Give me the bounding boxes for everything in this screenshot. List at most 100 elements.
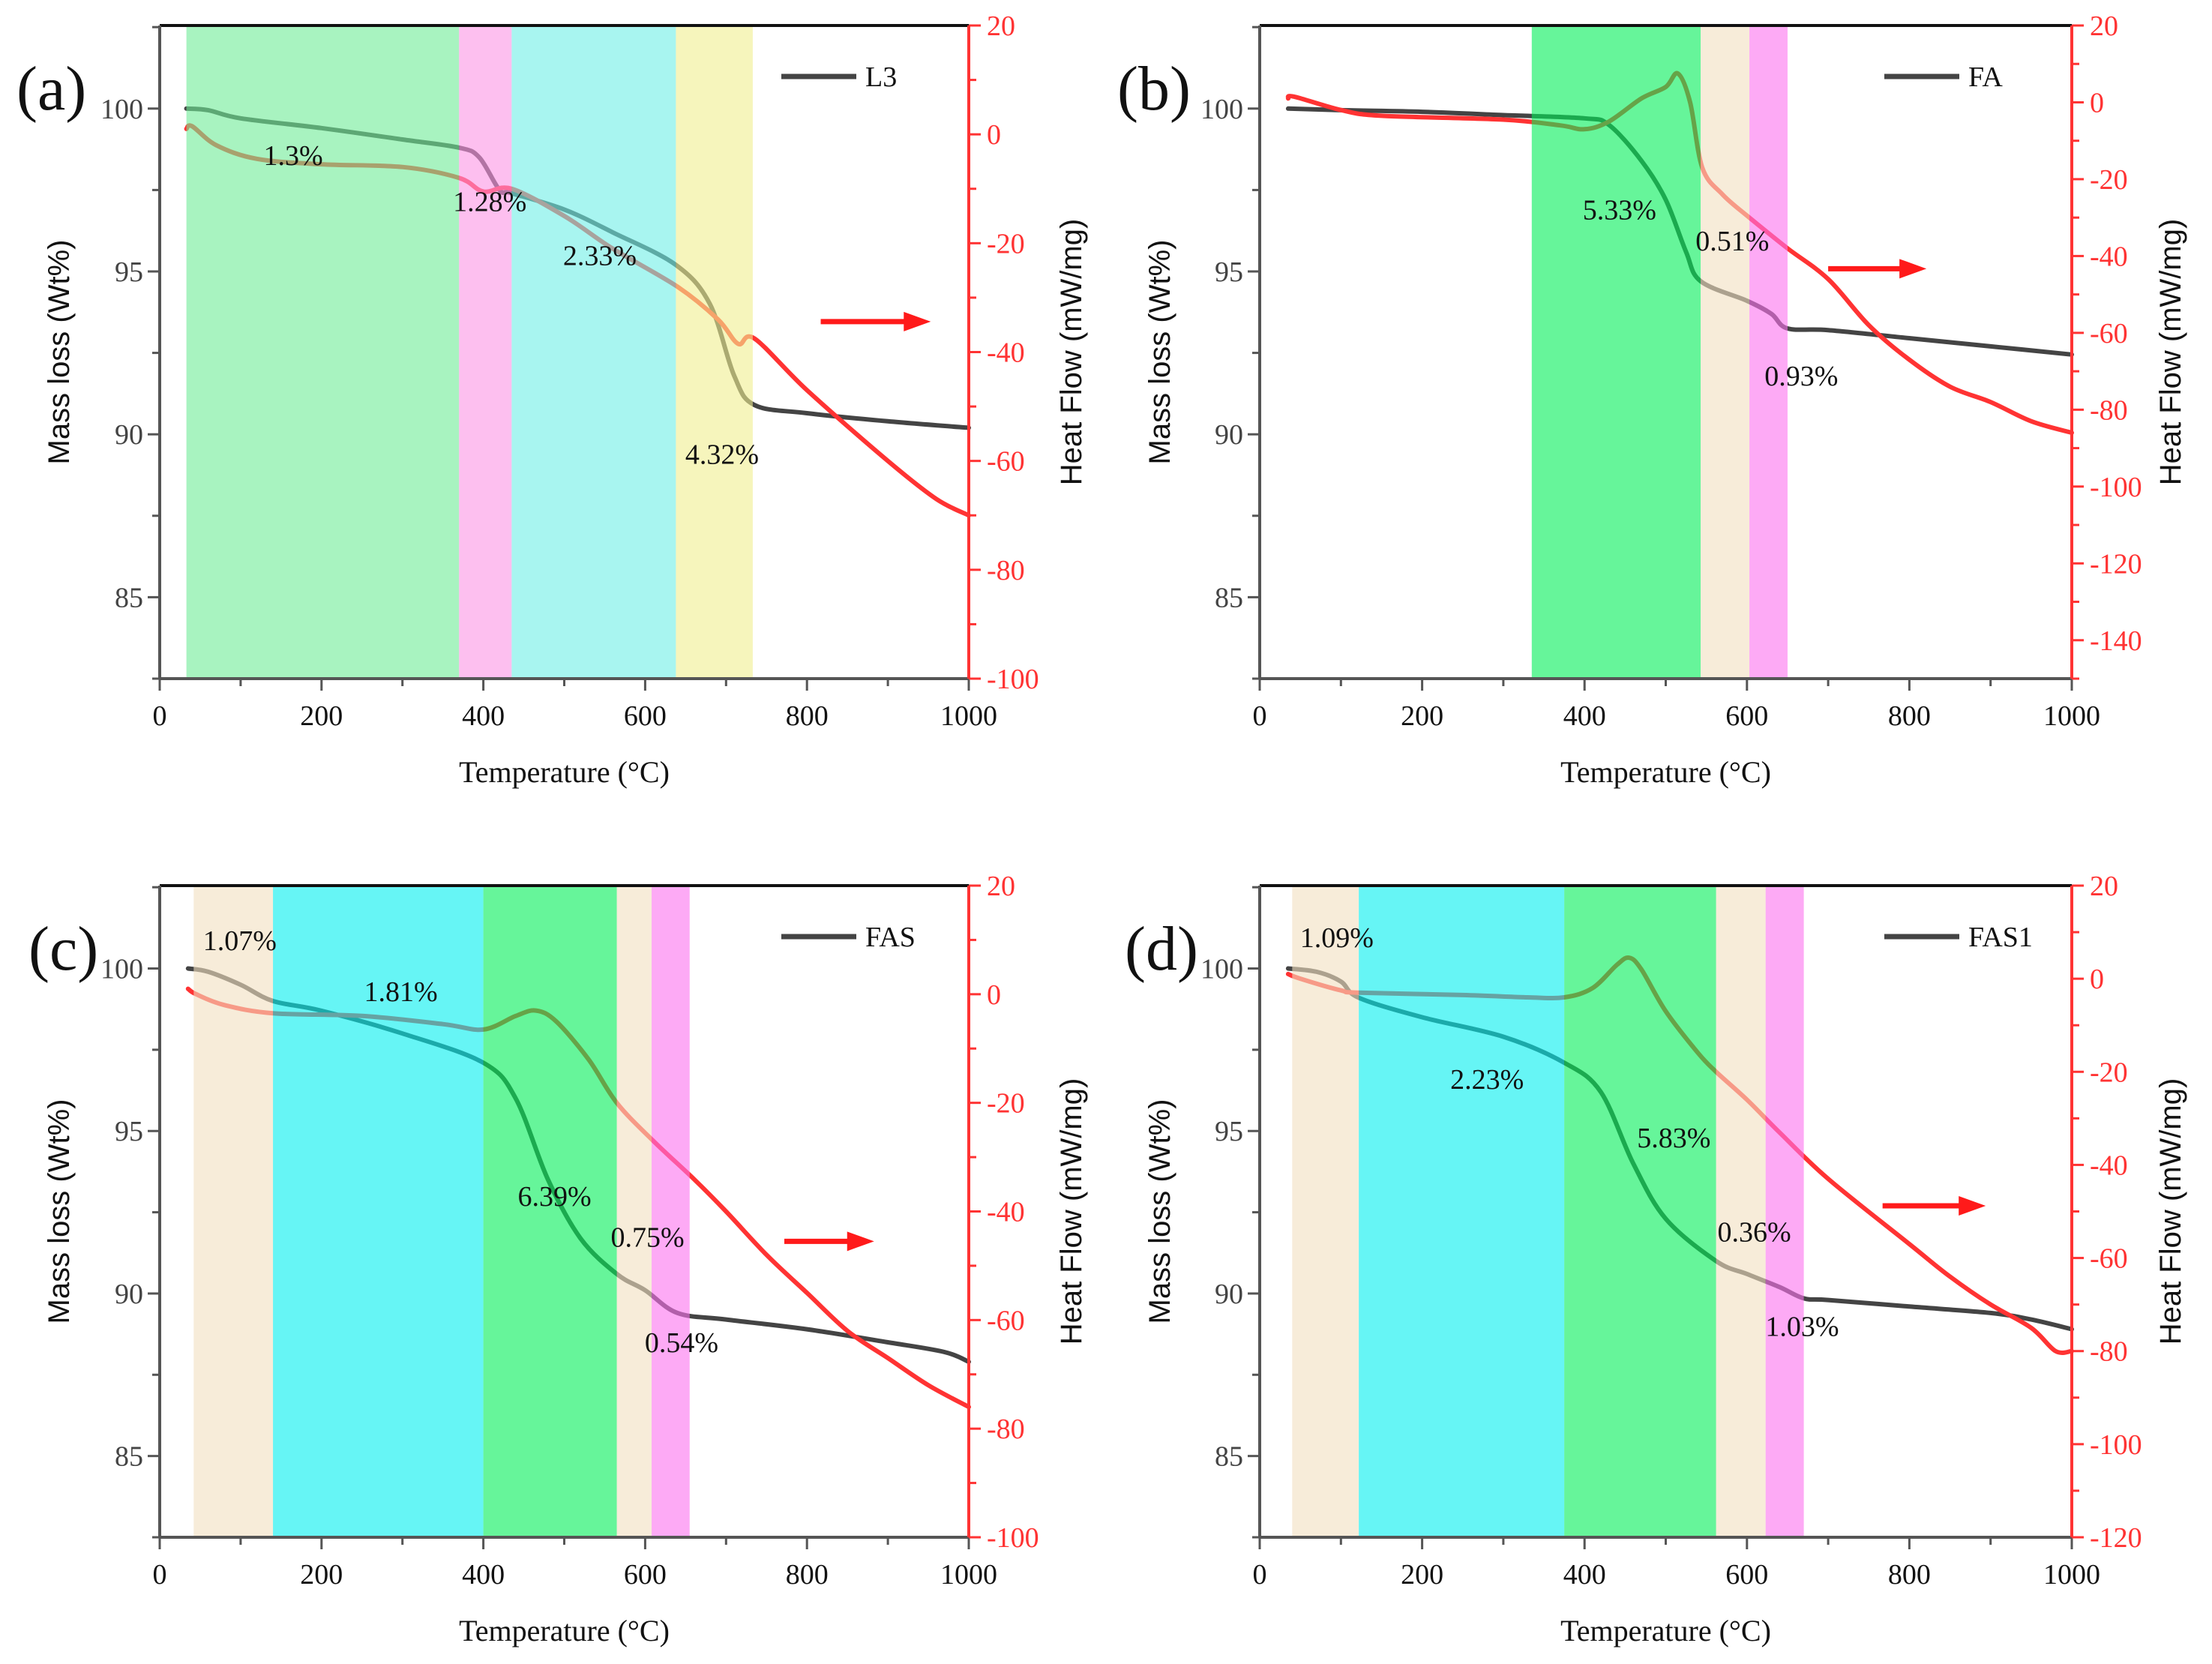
x-tick-label: 400 bbox=[462, 700, 505, 732]
mass-loss-annotation: 0.93% bbox=[1764, 361, 1838, 392]
mass-loss-annotation: 5.33% bbox=[1583, 194, 1656, 226]
shaded-region bbox=[1701, 25, 1750, 679]
y2-tick-label: 0 bbox=[2090, 964, 2104, 995]
x-tick-label: 0 bbox=[153, 700, 167, 732]
y2-tick-label: -40 bbox=[2090, 1150, 2128, 1181]
legend-label: FAS bbox=[865, 922, 916, 953]
x-tick-label: 800 bbox=[1888, 1559, 1931, 1591]
shaded-region bbox=[676, 25, 753, 679]
x-tick-label: 1000 bbox=[2043, 700, 2100, 732]
x-axis-title: Temperature (°C) bbox=[459, 1614, 670, 1648]
x-tick-label: 0 bbox=[153, 1559, 167, 1591]
y-tick-label: 100 bbox=[1200, 954, 1243, 985]
shaded-region bbox=[459, 25, 512, 679]
shaded-region bbox=[1716, 886, 1766, 1537]
y2-axis-title: Heat Flow (mW/mg) bbox=[2154, 1078, 2187, 1345]
arrow-right-icon bbox=[904, 311, 931, 331]
y-tick-label: 100 bbox=[1200, 94, 1243, 125]
y2-tick-label: -20 bbox=[2090, 164, 2128, 196]
x-tick-label: 0 bbox=[1253, 700, 1267, 732]
y-tick-label: 95 bbox=[115, 1116, 143, 1147]
y2-tick-label: -120 bbox=[2090, 548, 2142, 580]
shaded-region bbox=[193, 886, 274, 1537]
y2-tick-label: 0 bbox=[987, 979, 1001, 1011]
arrow-right-icon bbox=[1899, 259, 1927, 279]
shaded-region bbox=[1749, 25, 1788, 679]
panel-d: 0 200 400 600 800 1000859095100200-20-40-60-8… bbox=[1125, 871, 2187, 1648]
y2-tick-label: -100 bbox=[987, 664, 1039, 695]
y2-tick-label: 20 bbox=[2090, 871, 2118, 902]
mass-loss-annotation: 1.03% bbox=[1765, 1311, 1839, 1342]
y-tick-label: 90 bbox=[1215, 1279, 1243, 1310]
y2-tick-label: -60 bbox=[2090, 1243, 2128, 1275]
y2-tick-label: 0 bbox=[2090, 87, 2104, 118]
shaded-region bbox=[616, 886, 652, 1537]
panel-c: 0 200 400 600 800 1000859095100200-20-40-60-8… bbox=[28, 871, 1088, 1648]
x-tick-label: 600 bbox=[1725, 1559, 1768, 1591]
mass-loss-annotation: 5.83% bbox=[1637, 1123, 1710, 1154]
y2-tick-label: -100 bbox=[2090, 472, 2142, 503]
x-tick-label: 600 bbox=[624, 700, 667, 732]
y-tick-label: 90 bbox=[115, 419, 143, 451]
y-tick-label: 100 bbox=[100, 94, 143, 125]
x-tick-label: 400 bbox=[1563, 700, 1606, 732]
x-tick-label: 800 bbox=[786, 1559, 829, 1591]
y2-tick-label: -60 bbox=[987, 446, 1025, 478]
y-axis-title: Mass loss (Wt%) bbox=[1143, 1099, 1176, 1324]
x-tick-label: 200 bbox=[1401, 1559, 1443, 1591]
y2-tick-label: -40 bbox=[987, 1197, 1025, 1228]
shaded-region bbox=[652, 886, 690, 1537]
x-tick-label: 800 bbox=[786, 700, 829, 732]
shaded-region bbox=[1359, 886, 1565, 1537]
panel-label: (c) bbox=[28, 914, 98, 984]
x-tick-label: 1000 bbox=[940, 1559, 997, 1591]
y2-tick-label: -60 bbox=[2090, 318, 2128, 349]
y-tick-label: 95 bbox=[115, 256, 143, 288]
shaded-region bbox=[1765, 886, 1804, 1537]
y2-tick-label: 20 bbox=[2090, 10, 2118, 42]
mass-loss-annotation: 1.28% bbox=[453, 187, 526, 218]
x-tick-label: 200 bbox=[1401, 700, 1443, 732]
legend-label: FAS1 bbox=[1968, 922, 2033, 953]
mass-loss-annotation: 2.23% bbox=[1450, 1064, 1524, 1096]
legend-label: L3 bbox=[865, 61, 897, 93]
x-axis-title: Temperature (°C) bbox=[459, 755, 670, 789]
x-tick-label: 200 bbox=[300, 1559, 343, 1591]
x-tick-label: 1000 bbox=[2043, 1559, 2100, 1591]
legend-label: FA bbox=[1968, 61, 2003, 93]
y2-tick-label: -140 bbox=[2090, 625, 2142, 657]
mass-loss-annotation: 0.54% bbox=[645, 1327, 718, 1359]
mass-loss-annotation: 1.07% bbox=[203, 925, 277, 957]
y2-tick-label: -60 bbox=[987, 1305, 1025, 1336]
arrow-right-icon bbox=[847, 1231, 874, 1252]
panel-b: 0 200 400 600 800 1000859095100200-20-40-60-8… bbox=[1117, 10, 2187, 789]
panel-label: (d) bbox=[1125, 914, 1198, 984]
y2-tick-label: -100 bbox=[2090, 1429, 2142, 1461]
y-tick-label: 85 bbox=[1215, 1441, 1243, 1473]
mass-loss-annotation: 0.75% bbox=[611, 1222, 685, 1254]
y2-tick-label: -40 bbox=[2090, 241, 2128, 272]
y2-tick-label: 0 bbox=[987, 119, 1001, 151]
y2-tick-label: -40 bbox=[987, 337, 1025, 369]
x-axis-title: Temperature (°C) bbox=[1560, 755, 1771, 789]
shaded-region bbox=[1292, 886, 1359, 1537]
x-axis-title: Temperature (°C) bbox=[1560, 1614, 1771, 1648]
x-tick-label: 800 bbox=[1888, 700, 1931, 732]
shaded-region bbox=[511, 25, 676, 679]
y2-tick-label: -80 bbox=[2090, 1336, 2128, 1368]
mass-loss-annotation: 1.81% bbox=[364, 976, 437, 1008]
mass-loss-annotation: 1.09% bbox=[1300, 922, 1374, 954]
y-tick-label: 85 bbox=[1215, 582, 1243, 613]
mass-loss-annotation: 0.36% bbox=[1717, 1217, 1791, 1249]
y2-tick-label: -80 bbox=[987, 1414, 1025, 1445]
mass-loss-annotation: 2.33% bbox=[563, 240, 637, 271]
y2-tick-label: -20 bbox=[987, 1088, 1025, 1120]
y2-tick-label: -120 bbox=[2090, 1522, 2142, 1554]
y-axis-title: Mass loss (Wt%) bbox=[1143, 240, 1176, 465]
x-tick-label: 600 bbox=[624, 1559, 667, 1591]
shaded-region bbox=[1564, 886, 1716, 1537]
shaded-region bbox=[273, 886, 484, 1537]
y-axis-title: Mass loss (Wt%) bbox=[43, 1099, 76, 1324]
y-axis-title: Mass loss (Wt%) bbox=[43, 240, 76, 465]
panel-a: 0 200 400 600 800 1000859095100200-20-40-60-8… bbox=[16, 10, 1088, 789]
